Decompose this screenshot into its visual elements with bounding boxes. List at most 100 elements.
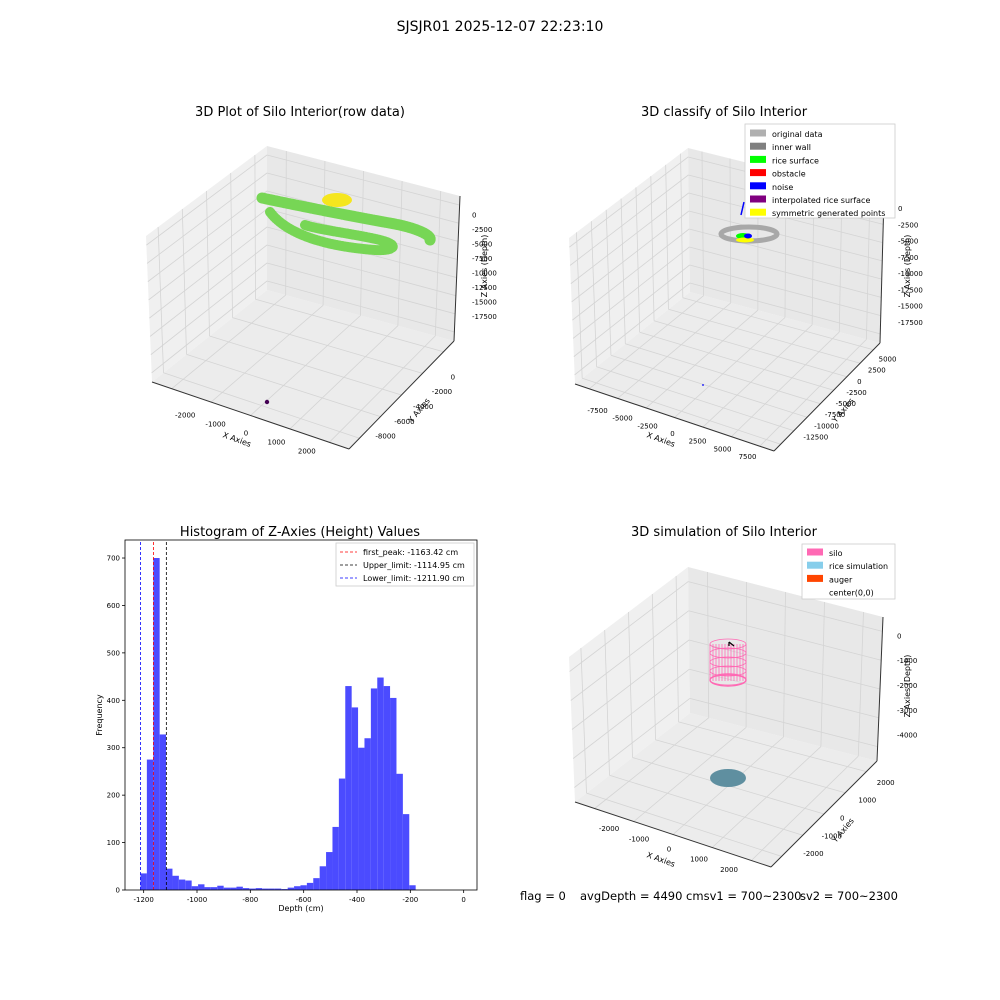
y-tick-label: 0: [451, 373, 455, 381]
legend-label: inner wall: [772, 143, 811, 152]
gridline-x-wall: [701, 151, 704, 296]
gridline-y-wall: [157, 226, 164, 373]
legend-swatch: [750, 195, 766, 203]
legend-label: obstacle: [772, 170, 806, 179]
gridline-z-back: [574, 282, 691, 376]
histogram-bar: [390, 697, 397, 890]
gridline-z: [266, 280, 455, 333]
y-tick-label: -2500: [846, 389, 866, 397]
gridline-y: [186, 354, 381, 417]
gridline-z-back: [148, 208, 268, 301]
x-tick-label: -2500: [637, 422, 657, 430]
gridline-y: [209, 335, 402, 396]
x-tick-label: -7500: [587, 407, 607, 415]
z-tick-label: -10000: [472, 269, 497, 277]
histogram-bar: [185, 880, 192, 890]
pane-floor: [575, 713, 877, 867]
y-tick-label: -1000: [822, 832, 842, 840]
gridline-z-back: [571, 210, 690, 303]
histogram-bar: [338, 778, 346, 890]
histogram-bar: [402, 814, 410, 890]
gridline-x-wall: [360, 170, 364, 316]
footer-sv2: sv2 = 700~2300: [800, 889, 898, 903]
gridline-x: [645, 309, 759, 409]
histogram-bar: [255, 888, 263, 890]
histogram-bar: [140, 873, 147, 890]
histogram-bar: [210, 887, 218, 890]
histogram-bar: [409, 885, 416, 890]
z-tick-label: -17500: [898, 319, 923, 327]
x-tick-label: 7500: [739, 453, 757, 461]
histogram-bar: [351, 707, 359, 890]
x-tick-label: -400: [349, 896, 365, 904]
histogram-bar: [294, 886, 301, 890]
silo-cylinder: [709, 638, 747, 687]
legend-swatch: [750, 129, 766, 137]
legend-label: interpolated rice surface: [772, 196, 870, 205]
panel-histogram: Histogram of Z-Axies (Height) Values -12…: [95, 525, 478, 913]
rice-simulation-disk: [710, 769, 746, 787]
z-tick-label: 0: [897, 632, 901, 640]
z-tick-label: -1000: [897, 657, 917, 665]
histogram-bar: [249, 888, 256, 890]
gridline-z-back: [572, 228, 690, 321]
legend-swatch: [807, 574, 823, 582]
histogram-bar: [281, 889, 288, 890]
panel-classify-title: 3D classify of Silo Interior: [641, 105, 808, 120]
y-tick-label: -6000: [394, 418, 414, 426]
gridline-y: [639, 331, 834, 391]
gridline-z-back: [572, 668, 690, 759]
legend: silo rice simulation auger center(0,0): [801, 543, 896, 600]
gridline-z: [688, 581, 883, 632]
pane-back-left: [569, 567, 690, 802]
legend-label: original data: [772, 130, 823, 139]
legend-label: rice simulation: [829, 562, 888, 571]
gridline-y-wall: [635, 187, 641, 333]
histogram-bar: [236, 886, 243, 890]
legend-label: Lower_limit: -1211.90 cm: [363, 574, 465, 583]
x-tick-label: -1000: [205, 421, 225, 429]
z-tick-label: -17500: [472, 313, 497, 321]
histogram-bar: [306, 882, 314, 890]
gridline-y-wall: [680, 153, 684, 298]
legend-label: silo: [829, 549, 843, 558]
histogram-bar: [377, 677, 384, 890]
x-tick-label: -2000: [175, 412, 195, 420]
gridline-y: [655, 739, 846, 794]
y-tick-label: -4000: [413, 403, 433, 411]
histogram-bar: [332, 826, 339, 890]
gridline-z: [266, 244, 456, 297]
x-tick-label: -200: [402, 896, 418, 904]
legend-frame: [335, 542, 475, 587]
gridline-z-back: [149, 244, 268, 337]
y-tick-label: 1000: [858, 797, 876, 805]
legend-swatch: [750, 142, 766, 150]
x-tick-label: -1000: [629, 835, 649, 843]
z-tick-label: -5000: [898, 238, 918, 246]
footer-text: flag = 0 avgDepth = 4490 cmsv1 = 700~230…: [520, 889, 898, 903]
y-axis-label: Frequency: [95, 694, 104, 736]
silo-wire-ring: [709, 647, 747, 659]
y-tick-label: 500: [107, 649, 120, 657]
gridline-x: [674, 317, 786, 418]
histogram-bar: [358, 747, 365, 890]
gridline-y: [232, 317, 423, 374]
z-tick-label: -12500: [472, 284, 497, 292]
noise-point-low: [702, 384, 704, 386]
histogram-bar: [172, 875, 179, 890]
gridline-z-back: [151, 280, 268, 374]
gridline-y-wall: [181, 208, 187, 355]
legend-swatch: [750, 182, 766, 190]
histogram-bar: [287, 887, 295, 890]
symmetric-points: [736, 237, 754, 243]
gridline-y: [625, 343, 821, 405]
histogram-title: Histogram of Z-Axies (Height) Values: [180, 525, 420, 540]
z-axis-label: Z Axies (Depth): [480, 235, 489, 298]
pane-back-right: [688, 567, 883, 761]
single-point: [264, 399, 270, 405]
y-axis-line: [348, 340, 455, 450]
z-tick-label: -15000: [898, 303, 923, 311]
pane-floor: [575, 292, 880, 451]
histogram-bar: [345, 686, 352, 890]
gridline-y: [678, 721, 867, 772]
